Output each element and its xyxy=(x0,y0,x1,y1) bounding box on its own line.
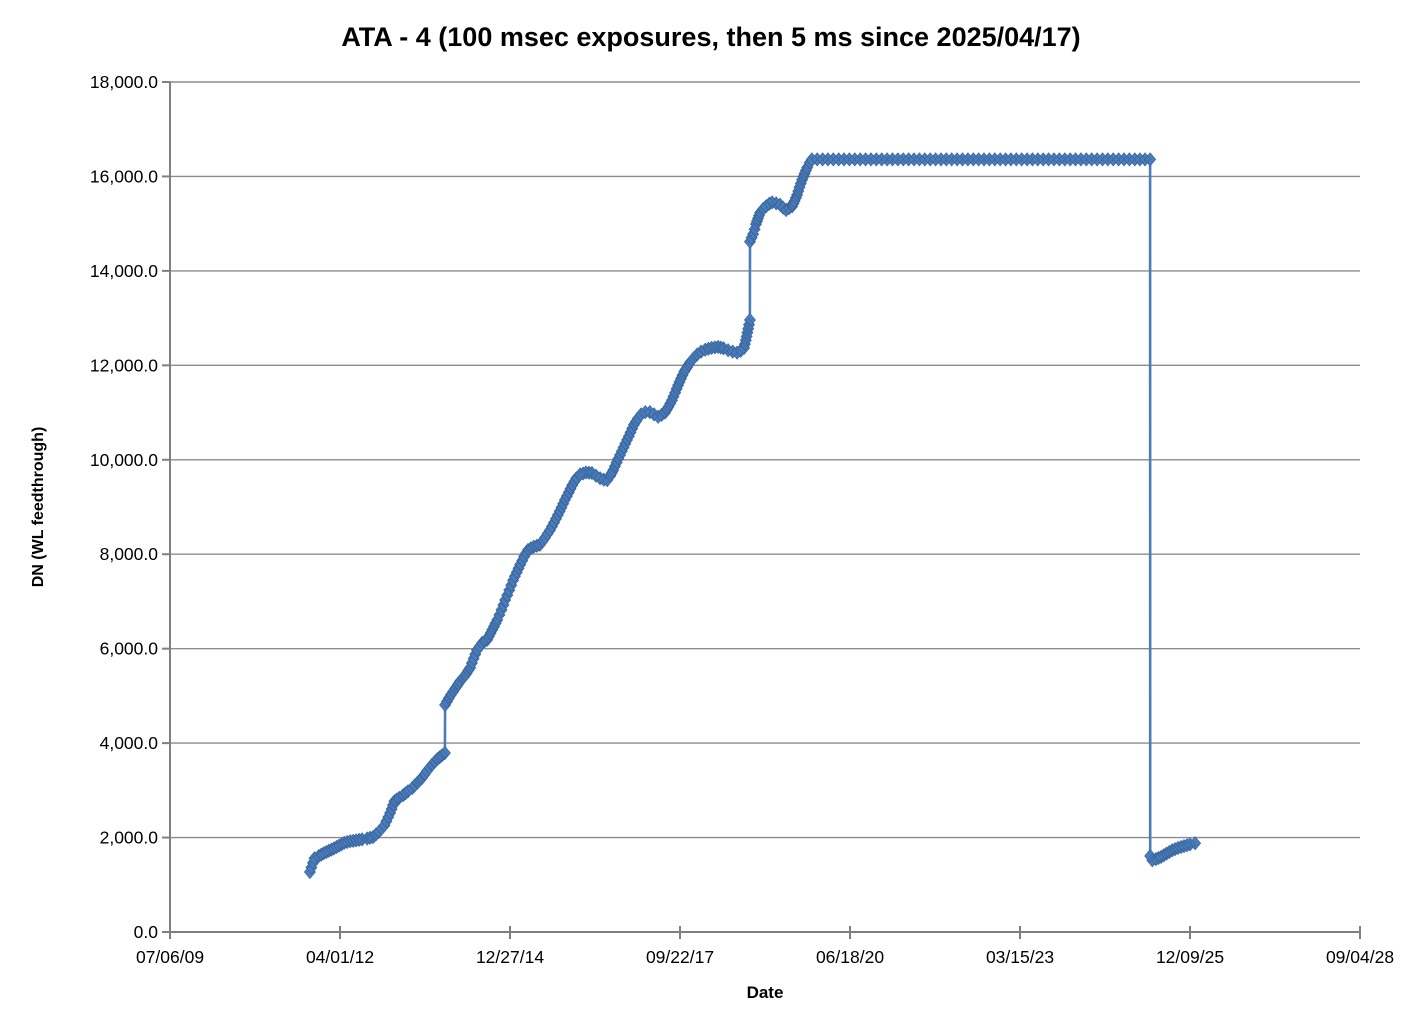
y-tick-label: 14,000.0 xyxy=(90,261,158,281)
x-tick-label: 04/01/12 xyxy=(306,947,374,967)
chart-title: ATA - 4 (100 msec exposures, then 5 ms s… xyxy=(341,22,1081,52)
y-tick-label: 16,000.0 xyxy=(90,166,158,186)
data-series-line xyxy=(308,158,1196,873)
x-tick-label: 09/04/28 xyxy=(1326,947,1394,967)
x-tick-label: 12/27/14 xyxy=(476,947,544,967)
y-tick-label: 10,000.0 xyxy=(90,450,158,470)
y-tick-label: 6,000.0 xyxy=(100,639,159,659)
y-tick-label: 2,000.0 xyxy=(100,828,159,848)
y-tick-label: 8,000.0 xyxy=(100,544,159,564)
x-axis-title: Date xyxy=(746,983,784,1002)
x-tick-label: 03/15/23 xyxy=(986,947,1054,967)
x-tick-label: 09/22/17 xyxy=(646,947,714,967)
y-tick-label: 18,000.0 xyxy=(90,72,158,92)
y-tick-label: 12,000.0 xyxy=(90,355,158,375)
x-tick-label: 06/18/20 xyxy=(816,947,884,967)
y-tick-label: 0.0 xyxy=(134,922,159,942)
x-tick-label: 07/06/09 xyxy=(136,947,204,967)
x-tick-label: 12/09/25 xyxy=(1156,947,1224,967)
y-tick-label: 4,000.0 xyxy=(100,733,159,753)
data-series-markers xyxy=(303,152,1202,880)
